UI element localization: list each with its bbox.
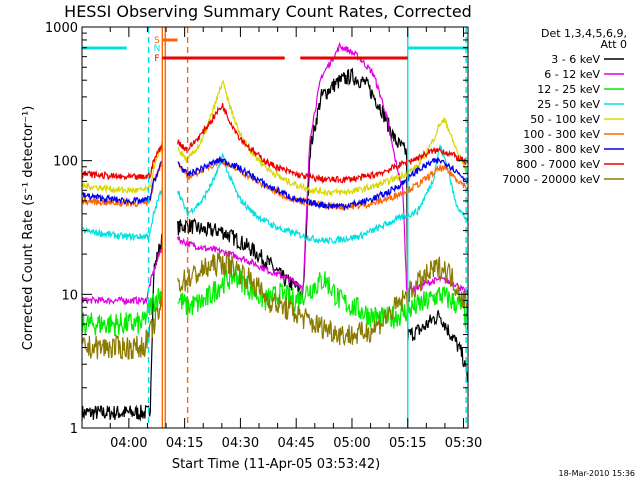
legend-label-0: 3 - 6 keV xyxy=(551,53,600,66)
chart-title: HESSI Observing Summary Count Rates, Cor… xyxy=(64,2,472,21)
x-tick-label-4: 05:00 xyxy=(333,436,370,451)
legend-label-7: 800 - 7000 keV xyxy=(516,158,600,171)
x-tick-label-0: 04:00 xyxy=(110,436,147,451)
legend-label-4: 50 - 100 keV xyxy=(530,113,600,126)
chart-marks: SNF xyxy=(81,27,469,428)
series-line-1 xyxy=(81,41,469,306)
legend-header-0: Det 1,3,4,5,6,9, xyxy=(541,27,627,40)
y-axis-label: Corrected Count Rate (s⁻¹ detector⁻¹) xyxy=(21,106,36,351)
flag-letter-N: N xyxy=(154,44,161,54)
legend-label-2: 12 - 25 keV xyxy=(537,83,600,96)
y-tick-label-2: 100 xyxy=(53,155,78,170)
axes: 04:00 04:15 04:30 04:45 05:00 05:15 05:30 1 10 10… xyxy=(45,21,482,451)
timestamp: 18-Mar-2010 15:36 xyxy=(559,469,636,478)
x-tick-label-5: 05:15 xyxy=(389,436,426,451)
legend-label-1: 6 - 12 keV xyxy=(544,68,600,81)
x-tick-label-2: 04:30 xyxy=(222,436,259,451)
series-line-4 xyxy=(81,79,469,197)
flag-letter-F: F xyxy=(154,54,159,64)
legend: Det 1,3,4,5,6,9,Att 03 - 6 keV 6 - 12 keV… xyxy=(502,27,627,186)
x-axis-label: Start Time (11-Apr-05 03:53:42) xyxy=(172,457,380,472)
series-line-0 xyxy=(81,67,469,422)
legend-header-1: Att 0 xyxy=(601,38,627,51)
y-tick-label-0: 1 xyxy=(70,422,78,437)
legend-label-5: 100 - 300 keV xyxy=(523,128,600,141)
legend-label-8: 7000 - 20000 keV xyxy=(502,173,600,186)
x-tick-label-3: 04:45 xyxy=(277,436,314,451)
plot-frame xyxy=(81,26,469,429)
series-line-6 xyxy=(81,156,469,212)
legend-label-3: 25 - 50 keV xyxy=(537,98,600,111)
y-tick-label-1: 10 xyxy=(61,288,78,303)
flag-letter-S: S xyxy=(154,36,160,46)
x-tick-label-6: 05:30 xyxy=(445,436,482,451)
legend-label-6: 300 - 800 keV xyxy=(523,143,600,156)
y-tick-label-3: 1000 xyxy=(45,21,78,36)
series-line-8 xyxy=(81,251,469,360)
x-tick-label-1: 04:15 xyxy=(166,436,203,451)
